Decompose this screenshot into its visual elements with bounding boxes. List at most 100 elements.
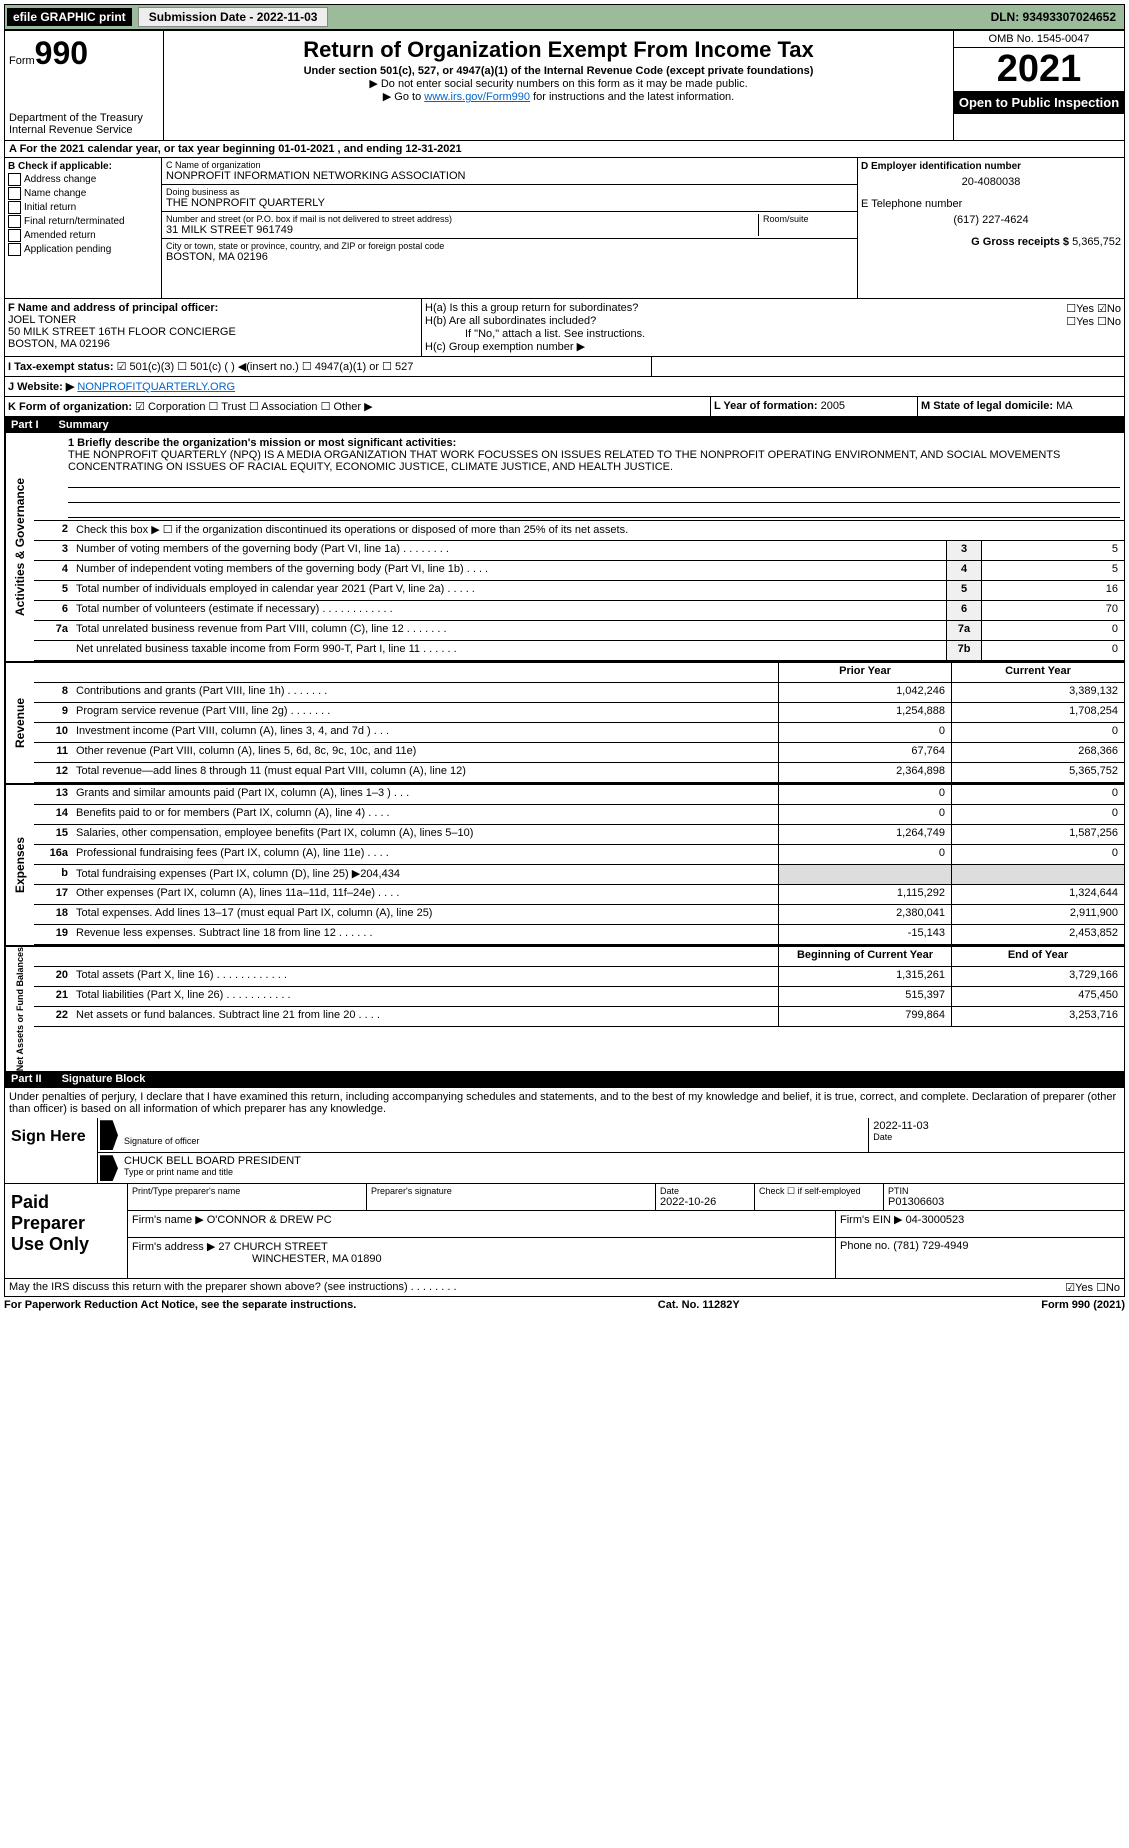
part-ii-header: Part II Signature Block bbox=[5, 1071, 1124, 1087]
form-number-box: Form990 Department of the Treasury Inter… bbox=[5, 31, 164, 140]
prior-value: 0 bbox=[778, 723, 951, 742]
net-assets-section: Net Assets or Fund Balances Beginning of… bbox=[5, 945, 1124, 1071]
chk-label: Initial return bbox=[24, 202, 76, 213]
chk-label: Final return/terminated bbox=[24, 216, 125, 227]
row-i-tax-status: I Tax-exempt status: ☑ 501(c)(3) ☐ 501(c… bbox=[5, 357, 1124, 377]
officer-addr1: 50 MILK STREET 16TH FLOOR CONCIERGE bbox=[8, 326, 236, 338]
blank bbox=[72, 947, 778, 966]
dept-treasury: Department of the Treasury bbox=[9, 112, 159, 124]
prior-value: 67,764 bbox=[778, 743, 951, 762]
form-990-container: Form990 Department of the Treasury Inter… bbox=[4, 30, 1125, 1088]
phone-value: (617) 227-4624 bbox=[861, 210, 1121, 236]
chk-amended-return[interactable]: Amended return bbox=[8, 229, 158, 242]
state-domicile: M State of legal domicile: MA bbox=[918, 397, 1124, 416]
line-num: 16a bbox=[34, 845, 72, 864]
form-title-box: Return of Organization Exempt From Incom… bbox=[164, 31, 953, 140]
line-desc: Total number of individuals employed in … bbox=[72, 581, 946, 600]
addr-label: Number and street (or P.O. box if mail i… bbox=[166, 214, 758, 224]
part-ii-title: Signature Block bbox=[62, 1073, 146, 1085]
table-row: Net unrelated business taxable income fr… bbox=[34, 641, 1124, 661]
line-num: 2 bbox=[34, 521, 72, 540]
firm-ein-value: 04-3000523 bbox=[906, 1214, 965, 1226]
chk-name-change[interactable]: Name change bbox=[8, 187, 158, 200]
part-i-header: Part I Summary bbox=[5, 417, 1124, 433]
net-header-row: Beginning of Current Year End of Year bbox=[34, 947, 1124, 967]
line-num: 12 bbox=[34, 763, 72, 782]
chk-application-pending[interactable]: Application pending bbox=[8, 243, 158, 256]
chk-final-return[interactable]: Final return/terminated bbox=[8, 215, 158, 228]
signer-name-cell: CHUCK BELL BOARD PRESIDENT Type or print… bbox=[120, 1153, 1124, 1183]
part-ii-num: Part II bbox=[11, 1073, 42, 1085]
line-desc: Salaries, other compensation, employee b… bbox=[72, 825, 778, 844]
line-num bbox=[34, 641, 72, 660]
city-value: BOSTON, MA 02196 bbox=[166, 251, 853, 263]
sign-date-value: 2022-11-03 bbox=[873, 1120, 1120, 1132]
chk-initial-return[interactable]: Initial return bbox=[8, 201, 158, 214]
signer-name-value: CHUCK BELL BOARD PRESIDENT bbox=[124, 1155, 1120, 1167]
line-desc: Net unrelated business taxable income fr… bbox=[72, 641, 946, 660]
line-desc: Program service revenue (Part VIII, line… bbox=[72, 703, 778, 722]
ptin-label: PTIN bbox=[888, 1186, 1120, 1196]
line-num: 22 bbox=[34, 1007, 72, 1026]
current-value: 0 bbox=[951, 723, 1124, 742]
line-value: 5 bbox=[981, 541, 1124, 560]
line-box: 5 bbox=[946, 581, 981, 600]
block-fh: F Name and address of principal officer:… bbox=[5, 299, 1124, 357]
addr-value: 31 MILK STREET 961749 bbox=[166, 224, 758, 236]
col-c-org-info: C Name of organization NONPROFIT INFORMA… bbox=[162, 158, 858, 298]
beginning-value: 515,397 bbox=[778, 987, 951, 1006]
line-desc: Professional fundraising fees (Part IX, … bbox=[72, 845, 778, 864]
line-value: 0 bbox=[981, 641, 1124, 660]
hb-label: H(b) Are all subordinates included? bbox=[425, 315, 596, 328]
current-value: 2,911,900 bbox=[951, 905, 1124, 924]
col-b-label: B Check if applicable: bbox=[8, 161, 112, 172]
irs-link[interactable]: www.irs.gov/Form990 bbox=[424, 91, 530, 103]
form-title: Return of Organization Exempt From Incom… bbox=[168, 37, 949, 63]
submission-date-button[interactable]: Submission Date - 2022-11-03 bbox=[138, 7, 329, 27]
ein-value: 20-4080038 bbox=[861, 172, 1121, 198]
beginning-value: 1,315,261 bbox=[778, 967, 951, 986]
form-org-opts: ☑ Corporation ☐ Trust ☐ Association ☐ Ot… bbox=[135, 401, 372, 413]
line-num: 9 bbox=[34, 703, 72, 722]
firm-phone-label: Phone no. bbox=[840, 1240, 890, 1252]
line-desc: Grants and similar amounts paid (Part IX… bbox=[72, 785, 778, 804]
website-link[interactable]: NONPROFITQUARTERLY.ORG bbox=[77, 381, 235, 393]
line-num: 17 bbox=[34, 885, 72, 904]
line-box: 3 bbox=[946, 541, 981, 560]
table-row: 9Program service revenue (Part VIII, lin… bbox=[34, 703, 1124, 723]
officer-name: JOEL TONER bbox=[8, 314, 76, 326]
signature-cell: Signature of officer bbox=[120, 1118, 869, 1152]
line-num: 14 bbox=[34, 805, 72, 824]
line-box: 7b bbox=[946, 641, 981, 660]
form-of-org: K Form of organization: ☑ Corporation ☐ … bbox=[5, 397, 711, 416]
end-value: 475,450 bbox=[951, 987, 1124, 1006]
firm-ein-cell: Firm's EIN ▶ 04-3000523 bbox=[836, 1211, 1124, 1237]
current-value: 1,708,254 bbox=[951, 703, 1124, 722]
table-row: 4Number of independent voting members of… bbox=[34, 561, 1124, 581]
firm-addr-label: Firm's address ▶ bbox=[132, 1241, 215, 1253]
line-desc: Total liabilities (Part X, line 26) . . … bbox=[72, 987, 778, 1006]
state-value: MA bbox=[1056, 400, 1073, 412]
line-desc: Total expenses. Add lines 13–17 (must eq… bbox=[72, 905, 778, 924]
col-h-group: H(a) Is this a group return for subordin… bbox=[422, 299, 1124, 356]
paperwork-notice: For Paperwork Reduction Act Notice, see … bbox=[4, 1299, 356, 1311]
table-row: 17Other expenses (Part IX, column (A), l… bbox=[34, 885, 1124, 905]
sign-here-label: Sign Here bbox=[5, 1118, 98, 1183]
line-desc: Total unrelated business revenue from Pa… bbox=[72, 621, 946, 640]
prep-date-value: 2022-10-26 bbox=[660, 1196, 750, 1208]
table-row: 15Salaries, other compensation, employee… bbox=[34, 825, 1124, 845]
arrow-icon bbox=[100, 1155, 118, 1181]
gross-value: 5,365,752 bbox=[1072, 236, 1121, 248]
hc-label: H(c) Group exemption number ▶ bbox=[425, 340, 1121, 353]
gross-label: G Gross receipts $ bbox=[971, 236, 1069, 248]
sign-date-label: Date bbox=[873, 1132, 1120, 1142]
blank bbox=[34, 947, 72, 966]
form-number: 990 bbox=[35, 35, 88, 71]
prior-value: 2,364,898 bbox=[778, 763, 951, 782]
prior-value: -15,143 bbox=[778, 925, 951, 944]
prep-row-2: Firm's name ▶ O'CONNOR & DREW PC Firm's … bbox=[128, 1211, 1124, 1238]
line-num: 6 bbox=[34, 601, 72, 620]
mission-text: THE NONPROFIT QUARTERLY (NPQ) IS A MEDIA… bbox=[68, 449, 1120, 473]
chk-address-change[interactable]: Address change bbox=[8, 173, 158, 186]
prep-self-employed-cell: Check ☐ if self-employed bbox=[755, 1184, 884, 1210]
